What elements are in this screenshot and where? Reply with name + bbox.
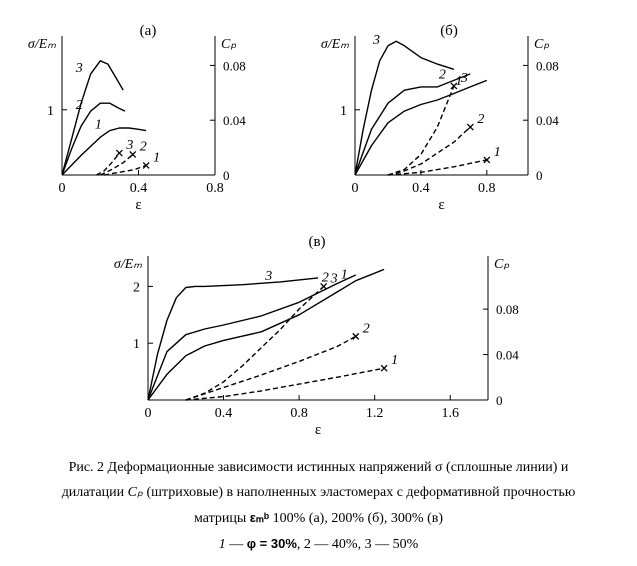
caption-line-4: 1 — φ = 30%, 2 — 40%, 3 — 50% bbox=[0, 531, 637, 557]
break-marker bbox=[320, 282, 328, 290]
break-marker bbox=[129, 150, 137, 158]
y-tick-label: 1 bbox=[47, 104, 54, 119]
x-axis-label: ε bbox=[315, 422, 321, 438]
x-axis-label: ε bbox=[438, 197, 444, 213]
break-marker bbox=[466, 123, 474, 131]
stress-curve-label: 3 bbox=[372, 33, 380, 48]
caption-line-3-text-a: матрицы bbox=[193, 511, 250, 526]
y-tick-label: 1 bbox=[340, 104, 347, 119]
dilatation-curve-2 bbox=[185, 335, 357, 401]
stress-curve-3 bbox=[61, 60, 124, 176]
caption-line-2-text-a: дилатации bbox=[61, 485, 128, 500]
stress-curve-1 bbox=[354, 79, 488, 176]
caption-line-2: дилатации Cₚ (штриховые) в наполненных э… bbox=[0, 480, 637, 505]
y2-tick-label: 0 bbox=[536, 168, 543, 183]
caption-line-3-text-b: 100% (а), 200% (б), 300% (в) bbox=[269, 511, 444, 526]
y2-tick-label: 0.04 bbox=[496, 348, 519, 363]
stress-curve-3 bbox=[147, 277, 319, 401]
dilatation-curve-label: 3 bbox=[330, 271, 338, 286]
dilatation-curve-label: 1 bbox=[153, 150, 160, 165]
dilatation-curve-2 bbox=[99, 153, 134, 176]
stress-curve-label: 2 bbox=[322, 271, 329, 286]
y2-tick-label: 0.08 bbox=[496, 302, 519, 317]
break-marker bbox=[450, 82, 458, 90]
y-axis-label: σ/Eₘ bbox=[28, 37, 56, 52]
break-marker bbox=[483, 156, 491, 164]
stress-curve-label: 1 bbox=[95, 118, 102, 133]
panel-title: (а) bbox=[140, 23, 157, 39]
dilatation-curve-label: 1 bbox=[391, 353, 398, 368]
y2-tick-label: 0 bbox=[496, 393, 503, 408]
y-tick-label: 2 bbox=[133, 280, 140, 295]
stress-curve-label: 2 bbox=[76, 98, 83, 113]
break-marker bbox=[142, 161, 150, 169]
stress-curve-1 bbox=[61, 127, 147, 176]
dilatation-curve-label: 2 bbox=[363, 321, 370, 336]
caption-line-3: матрицы εₘᵇ 100% (а), 200% (б), 300% (в) bbox=[0, 505, 637, 531]
stress-curve-label: 1 bbox=[341, 268, 348, 283]
panel-title: (в) bbox=[308, 234, 325, 250]
break-marker bbox=[115, 149, 123, 157]
dilatation-curve-1 bbox=[387, 159, 487, 176]
dilatation-curve-label: 1 bbox=[494, 145, 501, 160]
break-marker bbox=[352, 332, 360, 340]
panel-title: (б) bbox=[440, 23, 458, 39]
y-axis-label: σ/Eₘ bbox=[114, 257, 142, 272]
stress-curve-label: 3 bbox=[75, 61, 83, 76]
x-tick-label: 0 bbox=[145, 406, 152, 421]
caption-strain-symbol: εₘᵇ bbox=[249, 510, 270, 525]
dilatation-curve-label: 2 bbox=[477, 112, 484, 127]
x-tick-label: 0.8 bbox=[206, 181, 224, 196]
x-tick-label: 0.8 bbox=[478, 181, 496, 196]
caption-line-2-text-b: (штриховые) в наполненных эластомерах с … bbox=[142, 485, 576, 500]
y2-axis-label: Cₚ bbox=[534, 37, 549, 52]
stress-curve-label: 3 bbox=[264, 269, 272, 284]
dilatation-curve-1 bbox=[185, 367, 385, 401]
caption-line-4-rest: , 2 — 40%, 3 — 50% bbox=[296, 537, 419, 552]
dilatation-curve-3 bbox=[387, 85, 455, 176]
stress-curve-2 bbox=[61, 102, 126, 176]
stress-curve-3 bbox=[354, 40, 455, 176]
x-tick-label: 0.8 bbox=[290, 406, 308, 421]
caption-phi-value: φ = 30% bbox=[246, 536, 297, 551]
stress-curve-2 bbox=[147, 274, 357, 401]
caption-dash: — bbox=[225, 537, 247, 552]
dilatation-curve-label: 3 bbox=[460, 71, 468, 86]
caption-curve-number-1: 1 bbox=[218, 537, 226, 552]
stress-curve-1 bbox=[147, 268, 385, 401]
x-tick-label: 0.4 bbox=[215, 406, 233, 421]
y-axis-label: σ/Eₘ bbox=[321, 37, 349, 52]
dilatation-curve-3 bbox=[96, 152, 120, 176]
caption-line-1: Рис. 2 Деформационные зависимости истинн… bbox=[68, 460, 569, 475]
y2-tick-label: 0.04 bbox=[536, 113, 559, 128]
dilatation-curve-3 bbox=[185, 285, 325, 401]
x-tick-label: 0.4 bbox=[412, 181, 430, 196]
y2-tick-label: 0.08 bbox=[223, 58, 246, 73]
y2-tick-label: 0 bbox=[223, 168, 230, 183]
dilatation-curve-2 bbox=[387, 126, 471, 176]
dilatation-curve-label: 3 bbox=[125, 138, 133, 153]
break-marker bbox=[380, 364, 388, 372]
x-axis-label: ε bbox=[135, 197, 141, 213]
y2-axis-label: Cₚ bbox=[494, 257, 509, 272]
x-tick-label: 1.2 bbox=[366, 406, 384, 421]
y2-tick-label: 0.04 bbox=[223, 113, 246, 128]
stress-curve-2 bbox=[354, 73, 471, 176]
x-tick-label: 0 bbox=[352, 181, 359, 196]
y2-tick-label: 0.08 bbox=[536, 58, 559, 73]
x-tick-label: 0 bbox=[59, 181, 66, 196]
stress-curve-label: 1 bbox=[455, 74, 462, 89]
x-tick-label: 1.6 bbox=[441, 406, 459, 421]
x-tick-label: 0.4 bbox=[130, 181, 148, 196]
figure-caption: Рис. 2 Деформационные зависимости истинн… bbox=[0, 455, 637, 557]
y2-axis-label: Cₚ bbox=[221, 37, 236, 52]
y-tick-label: 1 bbox=[133, 337, 140, 352]
dilatation-curve-label: 2 bbox=[140, 139, 147, 154]
caption-dilatation-symbol: Cₚ bbox=[127, 485, 143, 500]
stress-curve-label: 2 bbox=[439, 67, 446, 82]
